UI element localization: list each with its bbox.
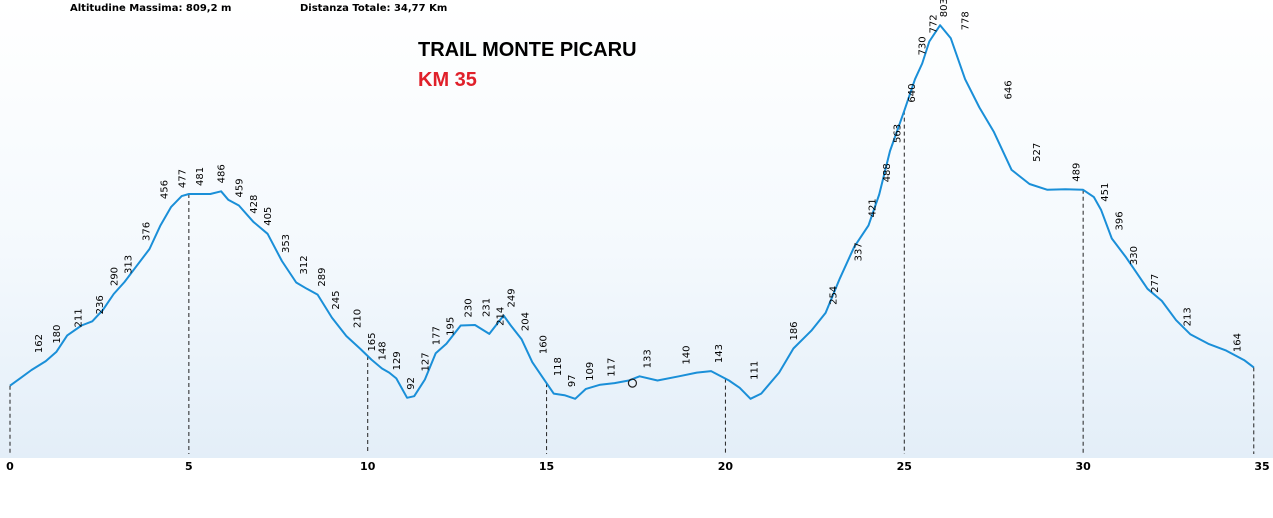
elevation-label: 213 <box>1182 307 1193 326</box>
x-tick-label: 25 <box>897 460 912 473</box>
x-tick-label: 30 <box>1075 460 1091 473</box>
elevation-label: 803 <box>939 0 950 17</box>
elevation-label: 254 <box>828 286 839 305</box>
elevation-label: 486 <box>217 164 228 183</box>
chart-subtitle: KM 35 <box>418 69 477 91</box>
elevation-line <box>9 24 1255 400</box>
elevation-label: 376 <box>142 222 153 241</box>
elevation-label: 204 <box>521 312 532 331</box>
elevation-label: 488 <box>882 163 893 182</box>
elevation-label: 527 <box>1032 143 1043 162</box>
elevation-label: 421 <box>868 198 879 217</box>
elevation-label: 140 <box>682 346 693 365</box>
max-altitude-stat: Altitudine Massima: 809,2 m <box>70 3 232 14</box>
elevation-label: 778 <box>961 11 972 30</box>
elevation-label: 290 <box>109 267 120 286</box>
elevation-label: 195 <box>446 317 457 336</box>
elevation-label: 211 <box>74 308 85 327</box>
elevation-label: 489 <box>1072 163 1083 182</box>
x-tick-label: 5 <box>185 460 193 473</box>
elevation-label: 481 <box>195 167 206 186</box>
elevation-label: 118 <box>553 357 564 376</box>
elevation-label: 210 <box>353 309 364 328</box>
elevation-label: 646 <box>1004 80 1015 99</box>
elevation-label: 312 <box>299 255 310 274</box>
elevation-label: 313 <box>124 255 135 274</box>
elevation-label: 405 <box>263 207 274 226</box>
elevation-label: 92 <box>406 377 417 390</box>
elevation-label: 214 <box>496 307 507 326</box>
elevation-label: 459 <box>235 178 246 197</box>
elevation-label: 133 <box>642 349 653 368</box>
elevation-label: 109 <box>585 362 596 381</box>
elevation-label: 428 <box>249 195 260 214</box>
elevation-label: 177 <box>431 326 442 345</box>
elevation-label: 772 <box>928 14 939 33</box>
elevation-label: 164 <box>1233 333 1244 352</box>
position-marker <box>627 378 638 388</box>
elevation-label: 236 <box>95 295 106 314</box>
x-tick-label: 20 <box>718 460 734 473</box>
elevation-label: 143 <box>714 344 725 363</box>
total-distance-stat: Distanza Totale: 34,77 Km <box>300 3 448 14</box>
elevation-label: 180 <box>52 325 63 344</box>
elevation-label: 245 <box>331 291 342 310</box>
elevation-label: 563 <box>893 124 904 143</box>
elevation-label: 186 <box>789 321 800 340</box>
x-tick-label: 0 <box>6 460 14 473</box>
x-tick-label: 35 <box>1254 460 1269 473</box>
elevation-label: 97 <box>567 374 578 387</box>
elevation-label: 451 <box>1100 183 1111 202</box>
elevation-label: 337 <box>853 242 864 261</box>
elevation-label: 456 <box>159 180 170 199</box>
elevation-label: 730 <box>918 36 929 55</box>
elevation-label: 249 <box>506 288 517 307</box>
elevation-label: 330 <box>1129 246 1140 265</box>
elevation-label: 127 <box>421 352 432 371</box>
elevation-label: 129 <box>392 351 403 370</box>
elevation-label: 231 <box>481 298 492 317</box>
elevation-label: 160 <box>539 335 550 354</box>
elevation-label: 162 <box>34 334 45 353</box>
elevation-label: 277 <box>1150 274 1161 293</box>
elevation-label: 640 <box>907 84 918 103</box>
elevation-label: 477 <box>177 169 188 188</box>
x-tick-label: 15 <box>539 460 554 473</box>
elevation-label: 289 <box>317 267 328 286</box>
elevation-label: 111 <box>750 361 761 380</box>
elevation-label: 148 <box>378 341 389 360</box>
chart-title: TRAIL MONTE PICARU <box>418 39 637 61</box>
elevation-label: 396 <box>1114 211 1125 230</box>
x-tick-label: 10 <box>360 460 376 473</box>
elevation-label: 165 <box>367 332 378 351</box>
elevation-label: 230 <box>463 298 474 317</box>
elevation-label: 353 <box>281 234 292 253</box>
elevation-label: 117 <box>607 358 618 377</box>
